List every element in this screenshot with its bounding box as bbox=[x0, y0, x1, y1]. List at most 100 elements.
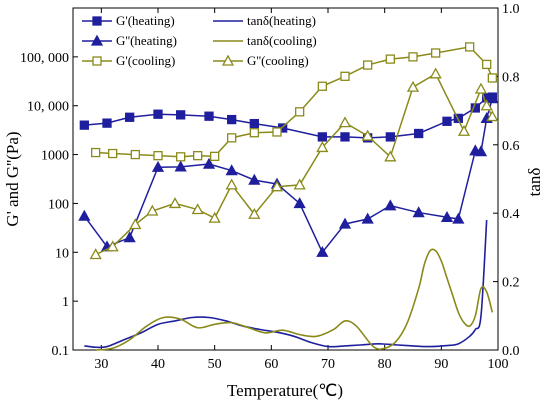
data-point bbox=[429, 67, 442, 79]
x-tick-label: 100 bbox=[488, 357, 509, 372]
series-1 bbox=[78, 92, 499, 257]
y-right-tick-label: 0.8 bbox=[502, 70, 520, 85]
x-tick-label: 50 bbox=[208, 357, 222, 372]
data-point bbox=[293, 197, 306, 209]
data-point bbox=[440, 210, 454, 222]
legend-label: tanδ(heating) bbox=[247, 13, 316, 28]
data-point bbox=[316, 245, 329, 257]
data-point bbox=[249, 128, 259, 138]
y-left-axis-title: G' and G''(Pa) bbox=[3, 131, 22, 226]
data-point bbox=[204, 111, 214, 121]
data-point bbox=[202, 157, 216, 169]
legend-marker bbox=[221, 54, 235, 66]
data-point bbox=[340, 71, 350, 81]
data-point bbox=[249, 118, 259, 129]
data-point bbox=[293, 178, 306, 190]
data-point bbox=[208, 211, 221, 223]
data-point bbox=[457, 124, 471, 136]
y-left-tick-label: 100 bbox=[48, 197, 69, 212]
data-point bbox=[442, 116, 452, 126]
legend-marker bbox=[92, 56, 102, 66]
data-point bbox=[108, 148, 118, 159]
data-point bbox=[79, 120, 89, 130]
data-point bbox=[151, 160, 165, 172]
data-point bbox=[106, 240, 119, 252]
data-point bbox=[89, 248, 102, 260]
data-point bbox=[316, 141, 329, 153]
data-point bbox=[210, 151, 220, 161]
data-point bbox=[174, 160, 187, 172]
plot-area-border bbox=[72, 7, 499, 351]
series-5 bbox=[95, 248, 494, 351]
data-point bbox=[270, 180, 284, 192]
plot-frame bbox=[72, 7, 499, 351]
legend-item: G'(cooling) bbox=[82, 53, 175, 68]
data-point bbox=[487, 73, 497, 83]
data-point bbox=[480, 99, 493, 111]
data-point bbox=[482, 59, 492, 70]
data-point bbox=[465, 42, 475, 52]
data-point bbox=[363, 60, 373, 70]
x-tick-label: 60 bbox=[264, 357, 278, 372]
legend-label: G'(cooling) bbox=[116, 53, 175, 68]
series-line bbox=[95, 248, 494, 351]
data-point bbox=[102, 118, 112, 128]
data-point bbox=[91, 147, 101, 158]
axis-ticks: 30 40 50 60 70 80 90 100 0.1 1 10 100 1000 10, 000 100… bbox=[20, 2, 520, 372]
legend: G'(heating) tanδ(heating) G''(heating) tanδ… bbox=[82, 13, 317, 68]
data-point bbox=[338, 217, 352, 229]
legend-marker bbox=[90, 34, 104, 46]
y-right-tick-label: 0.4 bbox=[502, 207, 520, 222]
x-axis-title: Temperature(℃) bbox=[227, 381, 343, 400]
data-point bbox=[193, 151, 203, 161]
data-point bbox=[317, 132, 327, 142]
x-tick-label: 80 bbox=[378, 357, 392, 372]
x-tick-label: 70 bbox=[321, 357, 335, 372]
x-tick-label: 30 bbox=[94, 357, 108, 372]
data-point bbox=[361, 129, 374, 141]
data-point bbox=[414, 128, 424, 139]
data-point bbox=[153, 109, 163, 119]
data-point bbox=[125, 112, 135, 122]
data-point bbox=[153, 151, 163, 161]
legend-item: tanδ(heating) bbox=[213, 13, 316, 28]
data-point bbox=[338, 116, 352, 128]
data-point bbox=[486, 110, 499, 122]
series-4 bbox=[84, 219, 488, 349]
data-point bbox=[412, 206, 425, 218]
data-point bbox=[176, 110, 186, 120]
data-point bbox=[248, 173, 261, 185]
series-line bbox=[84, 96, 493, 139]
data-point bbox=[168, 197, 182, 209]
data-point bbox=[123, 231, 136, 243]
data-point bbox=[406, 80, 420, 92]
data-point bbox=[176, 152, 186, 162]
y-right-tick-label: 1.0 bbox=[502, 2, 520, 17]
y-left-tick-label: 0.1 bbox=[52, 344, 70, 359]
data-point bbox=[385, 132, 395, 142]
data-point bbox=[452, 212, 465, 224]
series-layer bbox=[78, 42, 499, 351]
legend-item: G'(heating) bbox=[82, 13, 175, 28]
data-point bbox=[295, 107, 305, 117]
data-point bbox=[227, 133, 237, 143]
legend-item: tanδ(cooling) bbox=[213, 33, 317, 48]
data-point bbox=[227, 114, 237, 125]
y-right-axis-title: tanδ bbox=[525, 168, 544, 197]
x-tick-label: 40 bbox=[151, 357, 165, 372]
legend-item: G''(heating) bbox=[82, 33, 177, 48]
legend-item: G''(cooling) bbox=[213, 53, 309, 68]
x-tick-label: 90 bbox=[434, 357, 448, 372]
data-point bbox=[384, 150, 397, 162]
data-point bbox=[78, 209, 91, 221]
data-point bbox=[225, 178, 238, 190]
data-point bbox=[384, 199, 397, 211]
data-point bbox=[129, 218, 142, 230]
legend-marker bbox=[92, 16, 102, 26]
y-right-tick-label: 0.0 bbox=[502, 344, 520, 359]
legend-label: G''(cooling) bbox=[247, 53, 309, 68]
series-2 bbox=[91, 42, 497, 162]
y-left-tick-label: 1000 bbox=[41, 149, 69, 164]
data-point bbox=[431, 48, 441, 58]
